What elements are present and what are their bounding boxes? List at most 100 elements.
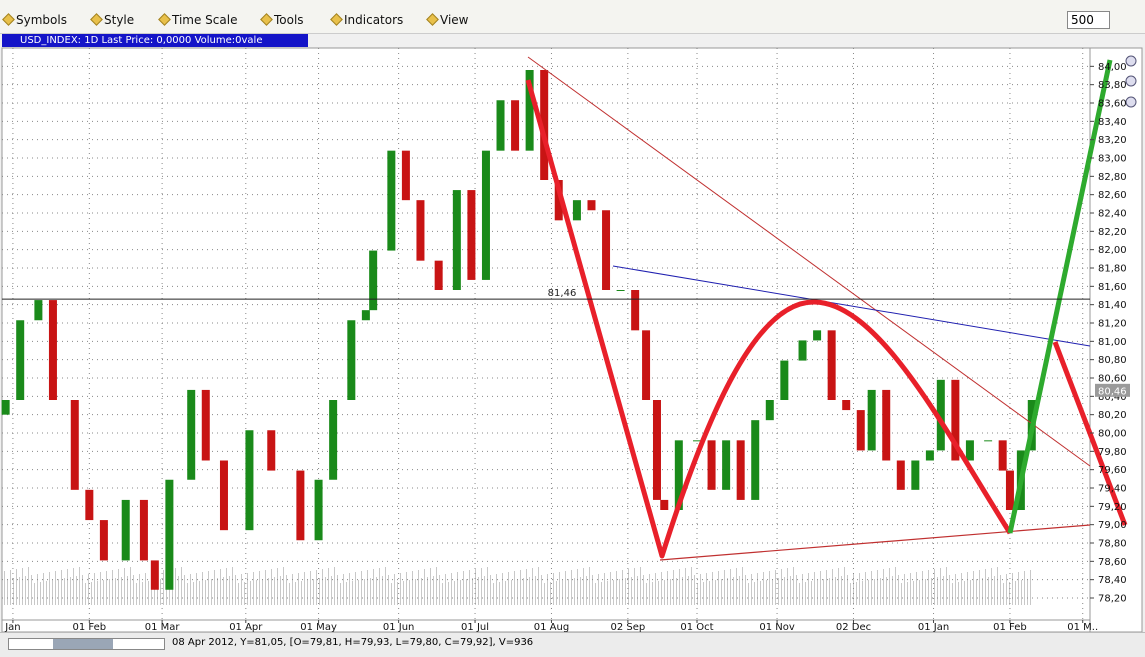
y-tick-label: 82,60 (1098, 190, 1127, 201)
candle-body (736, 440, 745, 500)
y-tick-label: 78,60 (1098, 557, 1127, 568)
candle-body (911, 460, 920, 490)
candle-body (1005, 470, 1014, 510)
candle-body (452, 190, 461, 290)
candle-body (296, 470, 305, 541)
candle-body (219, 460, 228, 531)
chart: 78,20 78,40 78,60 78,80 79,00 79,20 79,40 79,60… (1, 47, 1143, 632)
projection-line (1007, 59, 1113, 534)
chart-title-bar: USD_INDEX: 1D Last Price: 0,0000 Volume:… (2, 34, 308, 47)
menu-item[interactable]: Style (92, 13, 134, 27)
x-tick-label: 01 Aug (534, 622, 569, 632)
candle-body (707, 440, 716, 490)
y-tick-label: 82,80 (1098, 172, 1127, 183)
y-tick-label: 80,40 (1098, 392, 1127, 403)
candle-body (660, 499, 669, 510)
candle-body (722, 440, 731, 490)
level-label: 81,46 (548, 288, 577, 299)
candle-body (965, 440, 974, 461)
candle-body (984, 440, 993, 442)
y-axis-area (1089, 47, 1143, 632)
x-axis-area (1, 619, 1091, 632)
candle-body (842, 400, 851, 411)
x-tick-label: 02 Sep (610, 622, 645, 632)
last-price-label: 80,46 (1098, 386, 1127, 397)
y-tick-label: 78,40 (1098, 575, 1127, 586)
candle-body (387, 150, 396, 251)
candle-body (165, 479, 174, 590)
y-tick-label: 79,80 (1098, 447, 1127, 458)
candle-body (951, 379, 960, 461)
scrollbar[interactable] (8, 638, 165, 650)
x-tick-label: 01 Feb (993, 622, 1027, 632)
status-bar: 08 Apr 2012, Y=81,05, [O=79,81, H=79,93,… (0, 632, 1145, 657)
candle-body (496, 100, 505, 151)
x-tick-label: 01 Oct (680, 622, 713, 632)
y-tick-label: 80,60 (1098, 374, 1127, 385)
menu-item[interactable]: Indicators (332, 13, 403, 27)
candle-body (998, 440, 1007, 471)
menu-item[interactable]: View (428, 13, 468, 27)
y-tick-label: 83,40 (1098, 117, 1127, 128)
volume-bars (4, 567, 1031, 605)
candle-body (867, 389, 876, 451)
y-tick-label: 82,00 (1098, 245, 1127, 256)
candle-body (540, 70, 549, 180)
candle-body (925, 450, 934, 461)
y-tick-label: 79,60 (1098, 465, 1127, 476)
candle-body (314, 479, 323, 541)
candle-body (798, 340, 807, 361)
pattern-line (525, 79, 1013, 559)
menu-item[interactable]: Tools (262, 13, 304, 27)
menu-item[interactable]: Symbols (4, 13, 67, 27)
candle-body (652, 400, 661, 500)
zoom-input[interactable]: 500 (1067, 11, 1110, 29)
x-tick-label: 01 Jul (461, 622, 489, 632)
candle-body (481, 150, 490, 280)
x-tick-label: 01 Jun (383, 622, 415, 632)
y-tick-label: 83,00 (1098, 154, 1127, 165)
candle-body (467, 190, 476, 280)
candle-body (882, 389, 891, 461)
candle-body (827, 330, 836, 400)
x-tick-label: 01 Nov (759, 622, 795, 632)
candle-body (401, 150, 410, 201)
candle-body (245, 430, 254, 531)
candle-body (780, 360, 789, 400)
x-tick-label: 01 Apr (229, 622, 263, 632)
x-tick-label: Jan (4, 622, 20, 632)
candle-body (674, 440, 683, 510)
candle-body (751, 420, 760, 500)
candle-body (896, 460, 905, 490)
x-tick-label: 01 M.. (1067, 622, 1098, 632)
y-tick-label: 79,00 (1098, 520, 1127, 531)
candle-body (201, 389, 210, 461)
y-tick-label: 81,40 (1098, 300, 1127, 311)
candle-body (1, 400, 10, 415)
y-tick-label: 79,40 (1098, 484, 1127, 495)
x-tick-label: 01 Mar (145, 622, 181, 632)
candle-body (347, 320, 356, 400)
candle-body (813, 330, 822, 341)
candle-body (70, 400, 79, 490)
candle-body (434, 260, 443, 290)
candle-body (416, 200, 425, 261)
y-tick-label: 81,20 (1098, 319, 1127, 330)
x-tick-label: 01 May (300, 622, 337, 632)
candle-body (16, 320, 25, 400)
y-tick-label: 78,20 (1098, 594, 1127, 605)
menu-item[interactable]: Time Scale (160, 13, 237, 27)
candle-body (48, 300, 57, 400)
candle-body (34, 300, 43, 321)
zoom-icons[interactable] (1125, 55, 1137, 108)
candle-body (187, 389, 196, 480)
trend-line (612, 265, 1091, 347)
x-tick-label: 01 Jan (918, 622, 949, 632)
y-tick-label: 83,20 (1098, 135, 1127, 146)
y-tick-label: 80,80 (1098, 355, 1127, 366)
y-tick-label: 78,80 (1098, 539, 1127, 550)
candle-body (936, 379, 945, 451)
candle-body (554, 180, 563, 221)
trend-line (659, 524, 1091, 561)
last-price-box (1095, 383, 1130, 397)
